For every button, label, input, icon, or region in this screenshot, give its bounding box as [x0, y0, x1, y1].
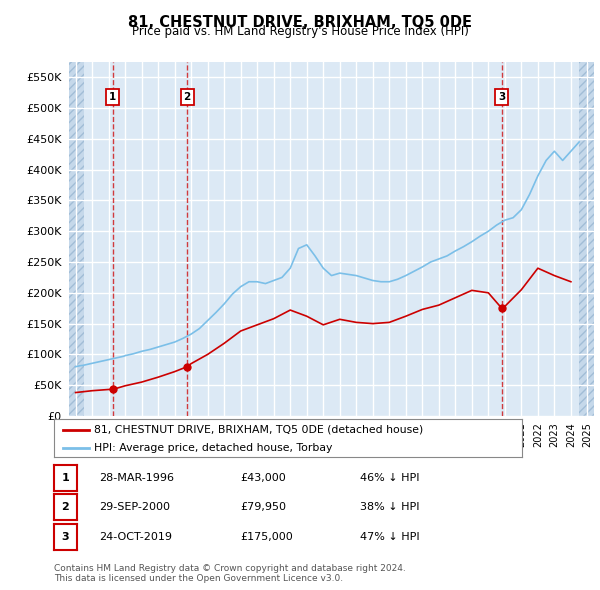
Text: 1: 1: [109, 93, 116, 102]
Text: 47% ↓ HPI: 47% ↓ HPI: [360, 532, 419, 542]
Text: 29-SEP-2000: 29-SEP-2000: [99, 503, 170, 512]
Text: Contains HM Land Registry data © Crown copyright and database right 2024.: Contains HM Land Registry data © Crown c…: [54, 563, 406, 572]
Text: This data is licensed under the Open Government Licence v3.0.: This data is licensed under the Open Gov…: [54, 574, 343, 583]
Text: HPI: Average price, detached house, Torbay: HPI: Average price, detached house, Torb…: [94, 442, 332, 453]
Text: 81, CHESTNUT DRIVE, BRIXHAM, TQ5 0DE: 81, CHESTNUT DRIVE, BRIXHAM, TQ5 0DE: [128, 15, 472, 30]
Text: 2: 2: [62, 503, 69, 512]
Text: 2: 2: [184, 93, 191, 102]
Text: Price paid vs. HM Land Registry's House Price Index (HPI): Price paid vs. HM Land Registry's House …: [131, 25, 469, 38]
Text: 81, CHESTNUT DRIVE, BRIXHAM, TQ5 0DE (detached house): 81, CHESTNUT DRIVE, BRIXHAM, TQ5 0DE (de…: [94, 425, 423, 435]
Text: 3: 3: [62, 532, 69, 542]
Text: £43,000: £43,000: [240, 473, 286, 483]
Text: £79,950: £79,950: [240, 503, 286, 512]
Text: 46% ↓ HPI: 46% ↓ HPI: [360, 473, 419, 483]
Text: 3: 3: [498, 93, 505, 102]
Text: 24-OCT-2019: 24-OCT-2019: [99, 532, 172, 542]
Text: 1: 1: [62, 473, 69, 483]
Text: 28-MAR-1996: 28-MAR-1996: [99, 473, 174, 483]
Text: 38% ↓ HPI: 38% ↓ HPI: [360, 503, 419, 512]
Text: £175,000: £175,000: [240, 532, 293, 542]
